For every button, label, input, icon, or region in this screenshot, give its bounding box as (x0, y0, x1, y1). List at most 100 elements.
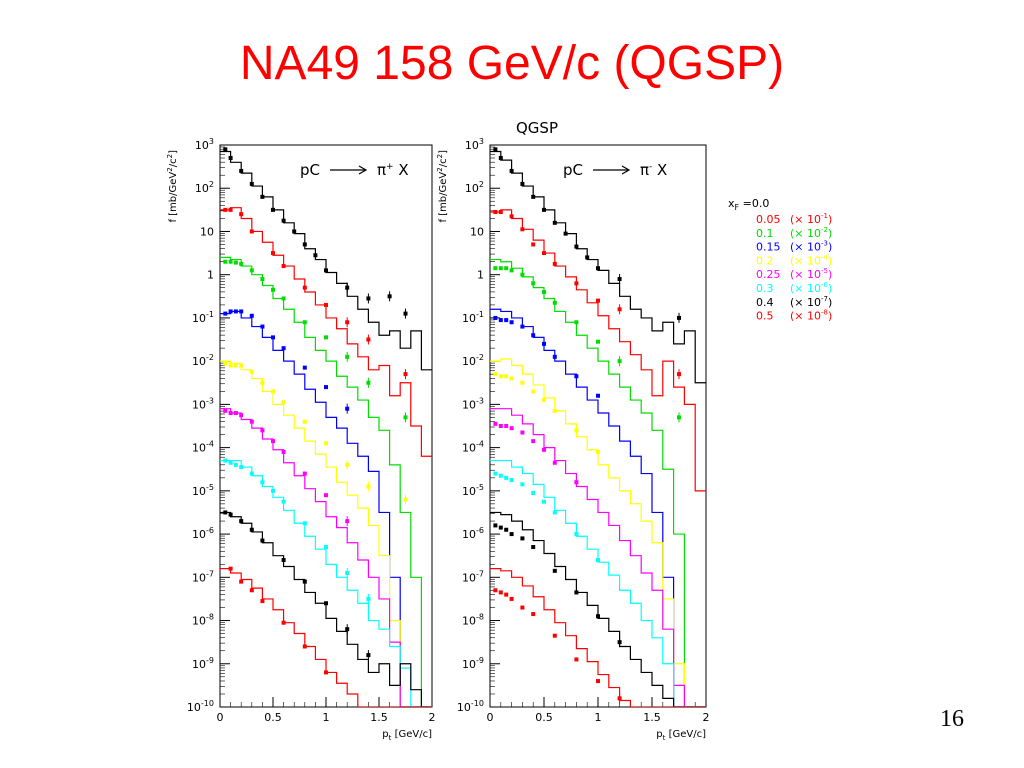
data-point (504, 592, 509, 597)
data-point (574, 532, 579, 537)
legend-entry: 0.1 (× 10-2) (756, 226, 832, 240)
data-point (239, 413, 244, 418)
data-point (302, 320, 307, 325)
data-point (498, 525, 503, 530)
figure-title: QGSP (516, 119, 558, 137)
data-point (520, 272, 525, 277)
data-point (249, 471, 254, 476)
data-point (552, 408, 557, 413)
data-point (281, 499, 286, 504)
data-point (574, 244, 579, 249)
mc-histogram (490, 568, 706, 707)
data-point (324, 335, 328, 340)
series-0 (220, 147, 432, 371)
y-tick-label: 10-3 (192, 396, 214, 411)
data-point (493, 315, 498, 320)
data-point (509, 532, 514, 537)
data-point (302, 242, 307, 247)
mc-histogram (220, 511, 432, 707)
mc-histogram (490, 408, 706, 707)
mc-histogram (490, 258, 706, 707)
data-point (509, 376, 514, 381)
data-point (574, 590, 579, 595)
data-point (233, 462, 238, 467)
y-tick-label: 10-3 (462, 396, 484, 411)
x-tick-label: 0 (487, 711, 494, 724)
data-point (509, 426, 514, 431)
mc-histogram (220, 408, 432, 707)
data-point (313, 253, 318, 258)
data-point (271, 287, 275, 292)
data-point (239, 363, 244, 368)
mc-histogram (220, 207, 432, 457)
data-point (531, 281, 536, 286)
data-point (552, 354, 557, 359)
data-point (281, 264, 286, 269)
series-6 (490, 459, 706, 707)
reaction-lhs: pC (300, 161, 320, 179)
data-point (249, 588, 254, 593)
series-1 (220, 207, 432, 457)
x-tick-label: 0.5 (535, 711, 553, 724)
mc-histogram (220, 256, 432, 707)
data-point (596, 339, 600, 344)
data-point (552, 568, 557, 573)
data-point (281, 218, 286, 223)
y-tick-label: 1 (207, 269, 214, 282)
data-point (542, 251, 546, 256)
data-point (596, 679, 600, 684)
y-tick-label: 10-4 (192, 440, 214, 455)
y-tick-label: 10-8 (192, 613, 214, 628)
data-point (520, 605, 525, 610)
data-point (509, 214, 514, 219)
data-point (302, 365, 307, 370)
data-point (228, 259, 233, 264)
data-point (520, 227, 525, 232)
data-point (223, 259, 228, 264)
y-tick-label: 10-10 (457, 699, 484, 714)
y-tick-label: 103 (195, 137, 214, 152)
data-point (552, 633, 557, 638)
x-tick-label: 0 (217, 711, 224, 724)
y-tick-label: 10-1 (192, 310, 214, 325)
x-tick-label: 1 (323, 711, 330, 724)
y-tick-label: 10 (200, 225, 214, 238)
data-point (542, 207, 546, 212)
mc-histogram (490, 511, 706, 707)
series-7 (490, 511, 706, 707)
y-tick-label: 102 (465, 180, 484, 195)
data-point (504, 374, 509, 379)
data-point (574, 428, 579, 433)
data-point (509, 478, 514, 483)
data-point (493, 210, 498, 215)
slide-title: NA49 158 GeV/c (QGSP) (239, 37, 785, 90)
legend-entry: 0.05 (× 10-1) (756, 212, 832, 226)
data-point (596, 614, 600, 619)
data-point (228, 512, 233, 517)
data-point (509, 320, 514, 325)
data-point (260, 324, 265, 329)
y-tick-label: 10-5 (192, 483, 214, 498)
reaction-rhs: π+ X (377, 161, 409, 179)
data-point (228, 411, 233, 416)
data-point (249, 229, 254, 234)
legend-entry: 0.3 (× 10-6) (756, 281, 832, 295)
data-point (552, 460, 557, 465)
data-point (233, 363, 238, 368)
y-tick-label: 102 (195, 180, 214, 195)
data-point (228, 460, 233, 465)
data-point (228, 566, 233, 571)
data-point (552, 261, 557, 266)
data-point (531, 194, 536, 199)
data-point (260, 538, 265, 543)
data-point (542, 398, 546, 403)
data-point (531, 242, 536, 247)
data-point (239, 519, 244, 524)
data-point (493, 471, 498, 476)
mc-histogram (490, 209, 706, 492)
data-point (504, 475, 509, 480)
y-axis-label: f [mb/GeV2/c2] (166, 150, 179, 223)
data-point (249, 369, 254, 374)
data-point (509, 596, 514, 601)
series-1 (490, 209, 706, 492)
